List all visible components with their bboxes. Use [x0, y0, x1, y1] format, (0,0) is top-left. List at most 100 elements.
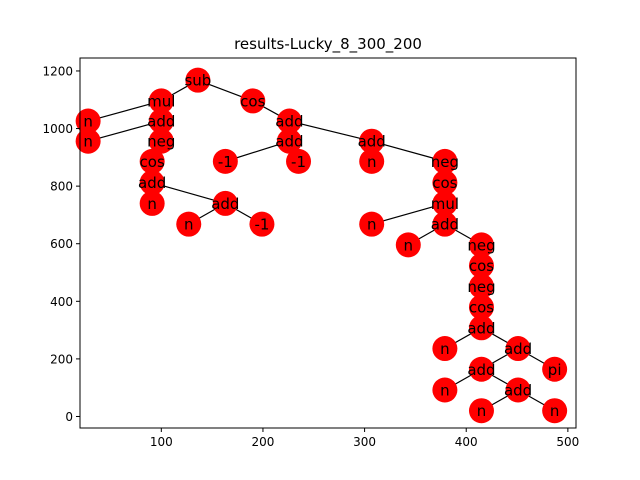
- node-circle: [148, 128, 174, 154]
- node-circle: [432, 336, 458, 362]
- node-label: n: [440, 340, 450, 358]
- node-circle: [75, 128, 101, 154]
- node-circle: [148, 108, 174, 134]
- node-label: add: [467, 361, 495, 379]
- node-label: neg: [431, 153, 459, 171]
- node-circle: [542, 356, 568, 382]
- node-circle: [176, 211, 202, 237]
- tree-node-add2: add: [275, 108, 304, 134]
- tree-node-m1b: -1: [286, 148, 312, 174]
- y-axis: 0 200 400 600 800 1000 1200: [42, 64, 80, 424]
- node-label: cos: [240, 92, 265, 110]
- node-label: n: [184, 216, 194, 234]
- node-label: neg: [467, 278, 495, 296]
- node-label: n: [477, 402, 487, 420]
- y-tick-label: 200: [50, 352, 73, 366]
- y-tick-label: 800: [50, 180, 73, 194]
- node-label: mul: [147, 92, 175, 110]
- node-label: n: [83, 133, 93, 151]
- node-circle: [276, 108, 302, 134]
- node-circle: [286, 148, 312, 174]
- tree-node-add11: add: [504, 377, 532, 403]
- tree-node-add4: add: [358, 128, 386, 154]
- node-circle: [212, 190, 238, 216]
- node-label: n: [404, 236, 414, 254]
- node-label: add: [211, 195, 239, 213]
- node-circle: [240, 88, 266, 114]
- node-circle: [432, 377, 458, 403]
- tree-node-add1: add: [147, 108, 175, 134]
- node-label: cos: [432, 174, 457, 192]
- node-label: -1: [291, 153, 306, 171]
- tree-node-cos3: cos: [432, 170, 458, 196]
- tree-node-n8: n: [432, 336, 458, 362]
- tree-node-neg1: neg: [147, 128, 175, 154]
- tree-node-cos1: cos: [240, 88, 266, 114]
- tree-node-add10: add: [467, 356, 496, 382]
- node-circle: [359, 148, 385, 174]
- node-label: cos: [140, 153, 165, 171]
- tree-node-add8: add: [467, 315, 496, 341]
- node-label: -1: [218, 153, 233, 171]
- edge-mul2-n6: [371, 202, 446, 225]
- node-circle: [432, 148, 458, 174]
- node-label: add: [275, 113, 303, 131]
- node-circle: [468, 232, 494, 258]
- tree-node-n1: n: [75, 108, 101, 134]
- x-tick-label: 200: [251, 435, 274, 449]
- node-label: n: [367, 216, 377, 234]
- node-label: sub: [184, 72, 211, 90]
- y-tick-label: 1200: [42, 64, 73, 78]
- node-circle: [148, 88, 174, 114]
- tree-node-add9: add: [504, 336, 532, 362]
- plot-frame: [79, 57, 577, 429]
- node-label: n: [440, 381, 450, 399]
- node-label: cos: [469, 257, 494, 275]
- node-circle: [432, 211, 458, 237]
- tree-node-add7: add: [431, 211, 459, 237]
- node-label: add: [147, 113, 175, 131]
- node-circle: [468, 398, 494, 424]
- node-label: cos: [469, 299, 494, 317]
- node-circle: [185, 67, 211, 93]
- tree-node-n7: n: [395, 232, 421, 258]
- node-label: neg: [147, 133, 175, 151]
- node-circle: [468, 315, 494, 341]
- tree-node-mul1: mul: [147, 88, 175, 114]
- x-tick-label: 300: [353, 435, 376, 449]
- tree-node-pi: pi: [542, 356, 568, 382]
- node-label: neg: [467, 236, 495, 254]
- node-circle: [432, 170, 458, 196]
- tree-node-neg3: neg: [467, 232, 496, 258]
- edge-add4-neg2: [371, 140, 446, 162]
- node-circle: [276, 128, 302, 154]
- edge-add5-add6: [152, 182, 226, 204]
- x-axis: 100 200 300 400 500: [150, 428, 579, 449]
- node-circle: [505, 336, 531, 362]
- x-tick-label: 400: [455, 435, 478, 449]
- y-tick-label: 1000: [42, 122, 73, 136]
- node-circle: [468, 294, 494, 320]
- x-tick-label: 100: [150, 435, 173, 449]
- tree-node-n4: n: [139, 190, 165, 216]
- node-circle: [139, 148, 165, 174]
- tree-node-neg2: neg: [431, 148, 459, 174]
- node-circle: [468, 253, 494, 279]
- node-label: -1: [254, 216, 269, 234]
- tree-node-n3: n: [359, 148, 385, 174]
- tree-node-cos5: cos: [468, 294, 494, 320]
- node-label: n: [83, 113, 93, 131]
- node-circle: [139, 170, 165, 196]
- node-label: n: [147, 195, 157, 213]
- node-label: add: [138, 174, 166, 192]
- node-circle: [395, 232, 421, 258]
- node-circle: [468, 356, 494, 382]
- tree-node-n11: n: [542, 398, 568, 424]
- chart-title: results-Lucky_8_300_200: [234, 35, 422, 54]
- node-circle: [249, 211, 275, 237]
- tree-node-add5: add: [138, 170, 166, 196]
- tree-node-cos4: cos: [468, 253, 494, 279]
- node-label: add: [431, 216, 459, 234]
- tree-node-n5: n: [176, 211, 202, 237]
